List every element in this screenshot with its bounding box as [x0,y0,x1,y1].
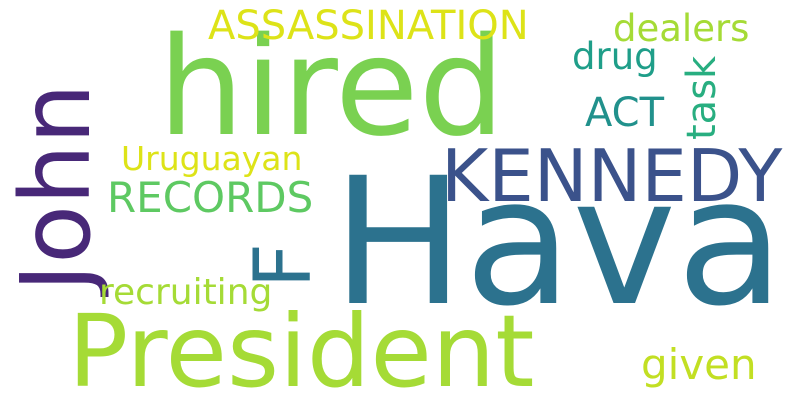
word-kennedy: KENNEDY [441,134,783,218]
word-drug: drug [572,35,658,78]
word-uruguayan: Uruguayan [121,139,303,178]
word-john: John [0,83,112,292]
word-recruiting: recruiting [99,272,273,313]
word-hava: Hava [332,140,785,345]
word-act: ACT [585,90,665,136]
word-hired: hired [158,9,505,167]
word-assassination: ASSASSINATION [208,3,529,49]
word-dealers: dealers [613,7,750,50]
word-task: task [679,55,725,140]
word-records: RECORDS [107,173,314,222]
word-given: given [641,340,757,389]
word-president: President [68,293,535,405]
